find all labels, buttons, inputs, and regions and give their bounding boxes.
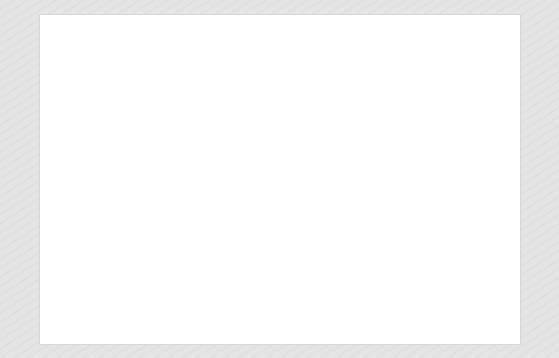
Polygon shape xyxy=(278,326,281,329)
Polygon shape xyxy=(348,211,351,214)
Polygon shape xyxy=(102,211,106,214)
FancyBboxPatch shape xyxy=(222,286,231,288)
FancyBboxPatch shape xyxy=(148,239,165,253)
Polygon shape xyxy=(155,253,159,257)
FancyBboxPatch shape xyxy=(199,195,221,212)
FancyBboxPatch shape xyxy=(340,196,358,211)
FancyBboxPatch shape xyxy=(321,267,343,284)
Text: LAN: LAN xyxy=(392,200,413,211)
FancyBboxPatch shape xyxy=(93,195,115,212)
FancyBboxPatch shape xyxy=(328,286,337,288)
Polygon shape xyxy=(331,283,334,286)
FancyBboxPatch shape xyxy=(397,256,407,258)
Text: TechTarget: TechTarget xyxy=(450,329,485,334)
FancyBboxPatch shape xyxy=(100,214,109,216)
Text: How a WAN works: How a WAN works xyxy=(166,37,393,57)
FancyBboxPatch shape xyxy=(391,238,413,255)
Text: LAN: LAN xyxy=(269,275,290,285)
FancyBboxPatch shape xyxy=(444,195,466,212)
Circle shape xyxy=(278,239,281,241)
Polygon shape xyxy=(400,253,404,257)
FancyBboxPatch shape xyxy=(338,195,360,212)
Text: 2022 TECHTARGET. ALL RIGHTS RESERVED.: 2022 TECHTARGET. ALL RIGHTS RESERVED. xyxy=(328,329,442,334)
FancyBboxPatch shape xyxy=(446,196,464,211)
FancyBboxPatch shape xyxy=(394,239,411,253)
FancyBboxPatch shape xyxy=(201,196,219,211)
Text: A wide area network (WAN) connects smaller local area networks (LANs), which com: A wide area network (WAN) connects small… xyxy=(77,67,482,116)
FancyBboxPatch shape xyxy=(450,214,459,216)
FancyBboxPatch shape xyxy=(393,141,411,168)
FancyBboxPatch shape xyxy=(146,238,168,255)
FancyBboxPatch shape xyxy=(95,196,113,211)
FancyBboxPatch shape xyxy=(271,216,288,244)
Text: LAN: LAN xyxy=(146,200,167,211)
FancyBboxPatch shape xyxy=(324,268,341,283)
FancyBboxPatch shape xyxy=(268,310,291,327)
Circle shape xyxy=(156,164,158,165)
Circle shape xyxy=(401,164,403,165)
FancyBboxPatch shape xyxy=(218,268,235,283)
Text: Wide area network: Wide area network xyxy=(230,180,329,190)
FancyBboxPatch shape xyxy=(152,256,162,258)
Polygon shape xyxy=(453,211,457,214)
FancyBboxPatch shape xyxy=(205,214,215,216)
FancyBboxPatch shape xyxy=(271,311,288,326)
FancyBboxPatch shape xyxy=(344,214,354,216)
FancyBboxPatch shape xyxy=(274,329,285,331)
FancyBboxPatch shape xyxy=(216,267,238,284)
Polygon shape xyxy=(208,211,211,214)
FancyBboxPatch shape xyxy=(148,141,166,168)
Polygon shape xyxy=(225,283,228,286)
